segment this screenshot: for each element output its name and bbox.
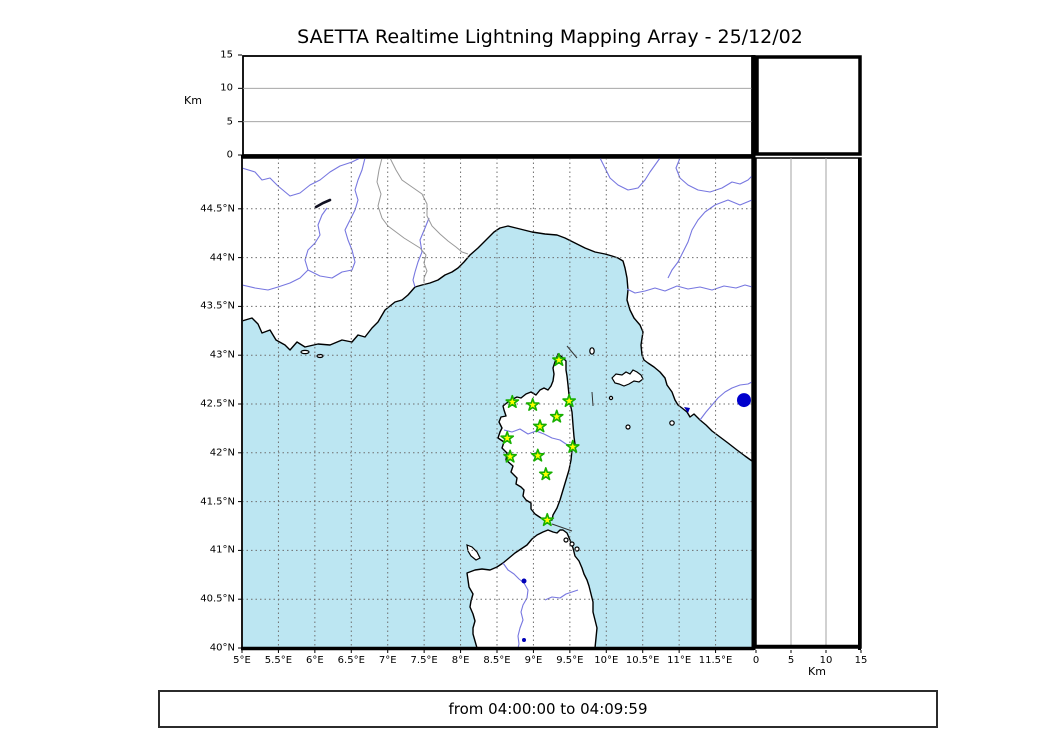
- altitude-left-tick-label: 10: [220, 82, 233, 94]
- corner-panel: [755, 55, 862, 156]
- lon-tick-label: 10.5°E: [625, 655, 660, 666]
- station-star: [500, 430, 515, 445]
- lon-tick-label: 9°E: [524, 655, 543, 666]
- map-panel: [243, 158, 752, 648]
- lakes: [314, 198, 690, 642]
- lat-tick-label: 44.5°N: [200, 203, 235, 215]
- lon-tick-label: 6.5°E: [337, 655, 365, 666]
- lon-tick-label: 5.5°E: [264, 655, 293, 666]
- station-star: [530, 448, 545, 462]
- lon-tick-label: 7.5°E: [410, 655, 438, 666]
- station-star: [549, 409, 564, 423]
- lat-tick-label: 40°N: [209, 642, 235, 654]
- altitude-lon-gridlines: [243, 87, 752, 123]
- altitude-lat-panel: [754, 157, 862, 650]
- altitude-left-tick-label: 15: [220, 49, 233, 61]
- altitude-left-tick-label: 0: [226, 149, 233, 161]
- lon-tick-label: 6°E: [306, 655, 324, 666]
- lat-tick-label: 42.5°N: [200, 398, 235, 410]
- event-dot: [736, 393, 751, 408]
- altitude-left-unit-label: Km: [184, 94, 202, 107]
- sea-lines: [551, 345, 594, 532]
- page-title: SAETTA Realtime Lightning Mapping Array …: [297, 26, 803, 48]
- station-star: [533, 419, 547, 433]
- station-star: [540, 512, 555, 527]
- station-star: [503, 449, 518, 463]
- lon-tick-label: 8.5°E: [483, 655, 511, 666]
- station-star: [552, 352, 566, 367]
- altitude-right-unit-label: Km: [808, 665, 826, 678]
- lightning-event-dots: [736, 393, 751, 408]
- lon-tick-label: 7°E: [378, 655, 397, 666]
- lon-tick-label: 5°E: [233, 655, 251, 666]
- lon-tick-label: 11°E: [667, 655, 692, 666]
- altitude-right-tick-label: 10: [819, 655, 833, 666]
- lat-tick-label: 44°N: [209, 252, 235, 264]
- station-star: [562, 393, 577, 408]
- altitude-right-tick-label: 5: [787, 655, 795, 666]
- time-range-box: from 04:00:00 to 04:09:59: [158, 690, 938, 728]
- lon-tick-label: 8°E: [451, 655, 470, 666]
- lat-tick-label: 41.5°N: [200, 496, 235, 508]
- rivers: [243, 158, 752, 648]
- coastline-corsica: [497, 353, 576, 522]
- altitude-lon-panel: [242, 55, 753, 156]
- lon-tick-label: 9.5°E: [556, 655, 584, 666]
- station-star: [538, 467, 553, 481]
- small-islands: [300, 347, 675, 561]
- admin-borders: [376, 158, 469, 283]
- time-range-text: from 04:00:00 to 04:09:59: [448, 700, 648, 718]
- altitude-right-tick-label: 0: [752, 655, 760, 666]
- lat-tick-label: 43.5°N: [200, 300, 235, 312]
- altitude-lat-gridlines: [790, 158, 827, 648]
- graticule-grid: [243, 158, 752, 648]
- lon-tick-label: 10°E: [594, 655, 619, 666]
- station-star: [505, 394, 520, 409]
- axis-tick-marks: [238, 54, 862, 653]
- lon-tick-label: 11.5°E: [698, 655, 733, 666]
- station-star: [525, 397, 540, 411]
- altitude-right-tick-label: 15: [854, 655, 868, 666]
- frame-lines: [241, 55, 756, 651]
- lat-tick-label: 42°N: [209, 447, 235, 459]
- altitude-left-tick-label: 5: [226, 116, 233, 128]
- lat-tick-label: 40.5°N: [200, 593, 235, 605]
- station-star: [565, 439, 580, 453]
- lat-tick-label: 41°N: [209, 544, 235, 556]
- coastline-sardinia: [466, 529, 598, 648]
- station-star-markers: [500, 352, 580, 527]
- lat-tick-label: 43°N: [209, 349, 235, 361]
